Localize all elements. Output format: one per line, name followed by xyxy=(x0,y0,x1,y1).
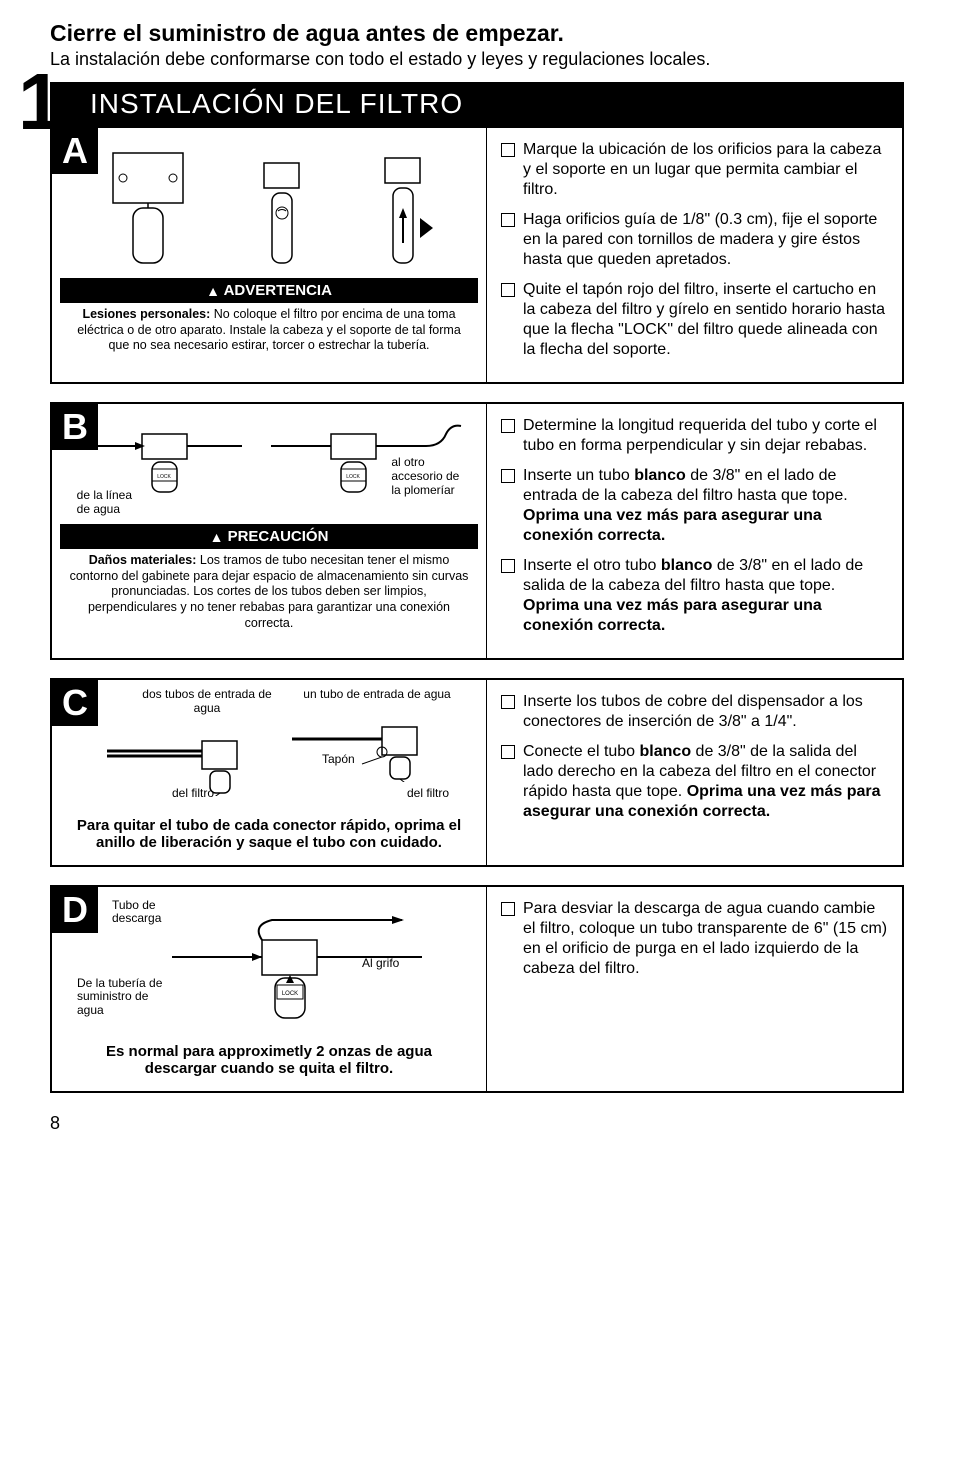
label-d-tuberia: De la tubería de suministro de agua xyxy=(77,977,172,1018)
panel-d: D Tubo de descarga LOCK De la tubería de… xyxy=(50,885,904,1093)
check-d1: Para desviar la descarga de agua cuando … xyxy=(501,899,888,979)
label-c-filtro2: del filtro xyxy=(407,787,449,801)
page-number: 8 xyxy=(50,1113,904,1134)
diagram-a3 xyxy=(355,143,445,273)
svg-text:LOCK: LOCK xyxy=(157,474,171,480)
panel-letter-c: C xyxy=(52,680,98,726)
label-c-right: un tubo de entrada de agua xyxy=(282,688,472,702)
label-c-left: dos tubos de entrada de agua xyxy=(102,688,282,716)
checklist-a: Marque la ubicación de los orificios par… xyxy=(501,140,888,360)
panel-a: A xyxy=(50,126,904,384)
panel-letter-a: A xyxy=(52,128,98,174)
section-title-bar: INSTALACIÓN DEL FILTRO xyxy=(50,82,904,126)
warning-icon: ▲ xyxy=(206,283,220,299)
check-b1: Determine la longitud requerida del tubo… xyxy=(501,416,888,456)
label-c-filtro1: del filtro xyxy=(172,787,214,801)
diagram-d: Tubo de descarga LOCK De la tubería de s… xyxy=(52,887,486,1037)
diagram-a1 xyxy=(93,143,203,273)
advertencia-bar: ▲ ADVERTENCIA xyxy=(60,278,478,303)
checklist-c: Inserte los tubos de cobre del dispensad… xyxy=(501,692,888,822)
label-d-grifo: Al grifo xyxy=(362,957,399,971)
label-d-descarga: Tubo de descarga xyxy=(112,899,182,927)
check-a2: Haga orificios guía de 1/8" (0.3 cm), fi… xyxy=(501,210,888,270)
svg-text:LOCK: LOCK xyxy=(282,991,298,997)
diagram-a2 xyxy=(234,143,324,273)
caution-icon: ▲ xyxy=(210,529,224,545)
note-c: Para quitar el tubo de cada conector ráp… xyxy=(52,811,486,857)
precaucion-text: Daños materiales: Los tramos de tubo nec… xyxy=(52,549,486,635)
precaucion-bar: ▲ PRECAUCIÓN xyxy=(60,524,478,549)
label-b-right: al otro accesorio de la plomeríar xyxy=(391,456,466,497)
main-warning-title: Cierre el suministro de agua antes de em… xyxy=(50,20,904,47)
diagram-a xyxy=(52,128,486,278)
check-a3: Quite el tapón rojo del filtro, inserte … xyxy=(501,280,888,360)
check-c1: Inserte los tubos de cobre del dispensad… xyxy=(501,692,888,732)
note-d: Es normal para approximetly 2 onzas de a… xyxy=(52,1037,486,1083)
panel-c: C dos tubos de entrada de agua del filtr… xyxy=(50,678,904,867)
check-b3: Inserte el otro tubo blanco de 3/8" en e… xyxy=(501,556,888,636)
diagram-b: LOCK de la línea de agua LOCK xyxy=(52,404,486,524)
check-c2: Conecte el tubo blanco de 3/8" de la sal… xyxy=(501,742,888,822)
panel-b: B LOCK de la línea de agua xyxy=(50,402,904,660)
check-b2: Inserte un tubo blanco de 3/8" en el lad… xyxy=(501,466,888,546)
checklist-b: Determine la longitud requerida del tubo… xyxy=(501,416,888,636)
label-b-left: de la línea de agua xyxy=(77,489,147,517)
check-a1: Marque la ubicación de los orificios par… xyxy=(501,140,888,200)
checklist-d: Para desviar la descarga de agua cuando … xyxy=(501,899,888,979)
diagram-c: dos tubos de entrada de agua del filtro … xyxy=(52,680,486,796)
section-1: 1 INSTALACIÓN DEL FILTRO A xyxy=(50,82,904,1093)
svg-text:LOCK: LOCK xyxy=(347,474,361,480)
label-c-tapon: Tapón xyxy=(322,753,355,767)
main-subtitle: La instalación debe conformarse con todo… xyxy=(50,49,904,70)
advertencia-text: Lesiones personales: No coloque el filtr… xyxy=(52,303,486,358)
